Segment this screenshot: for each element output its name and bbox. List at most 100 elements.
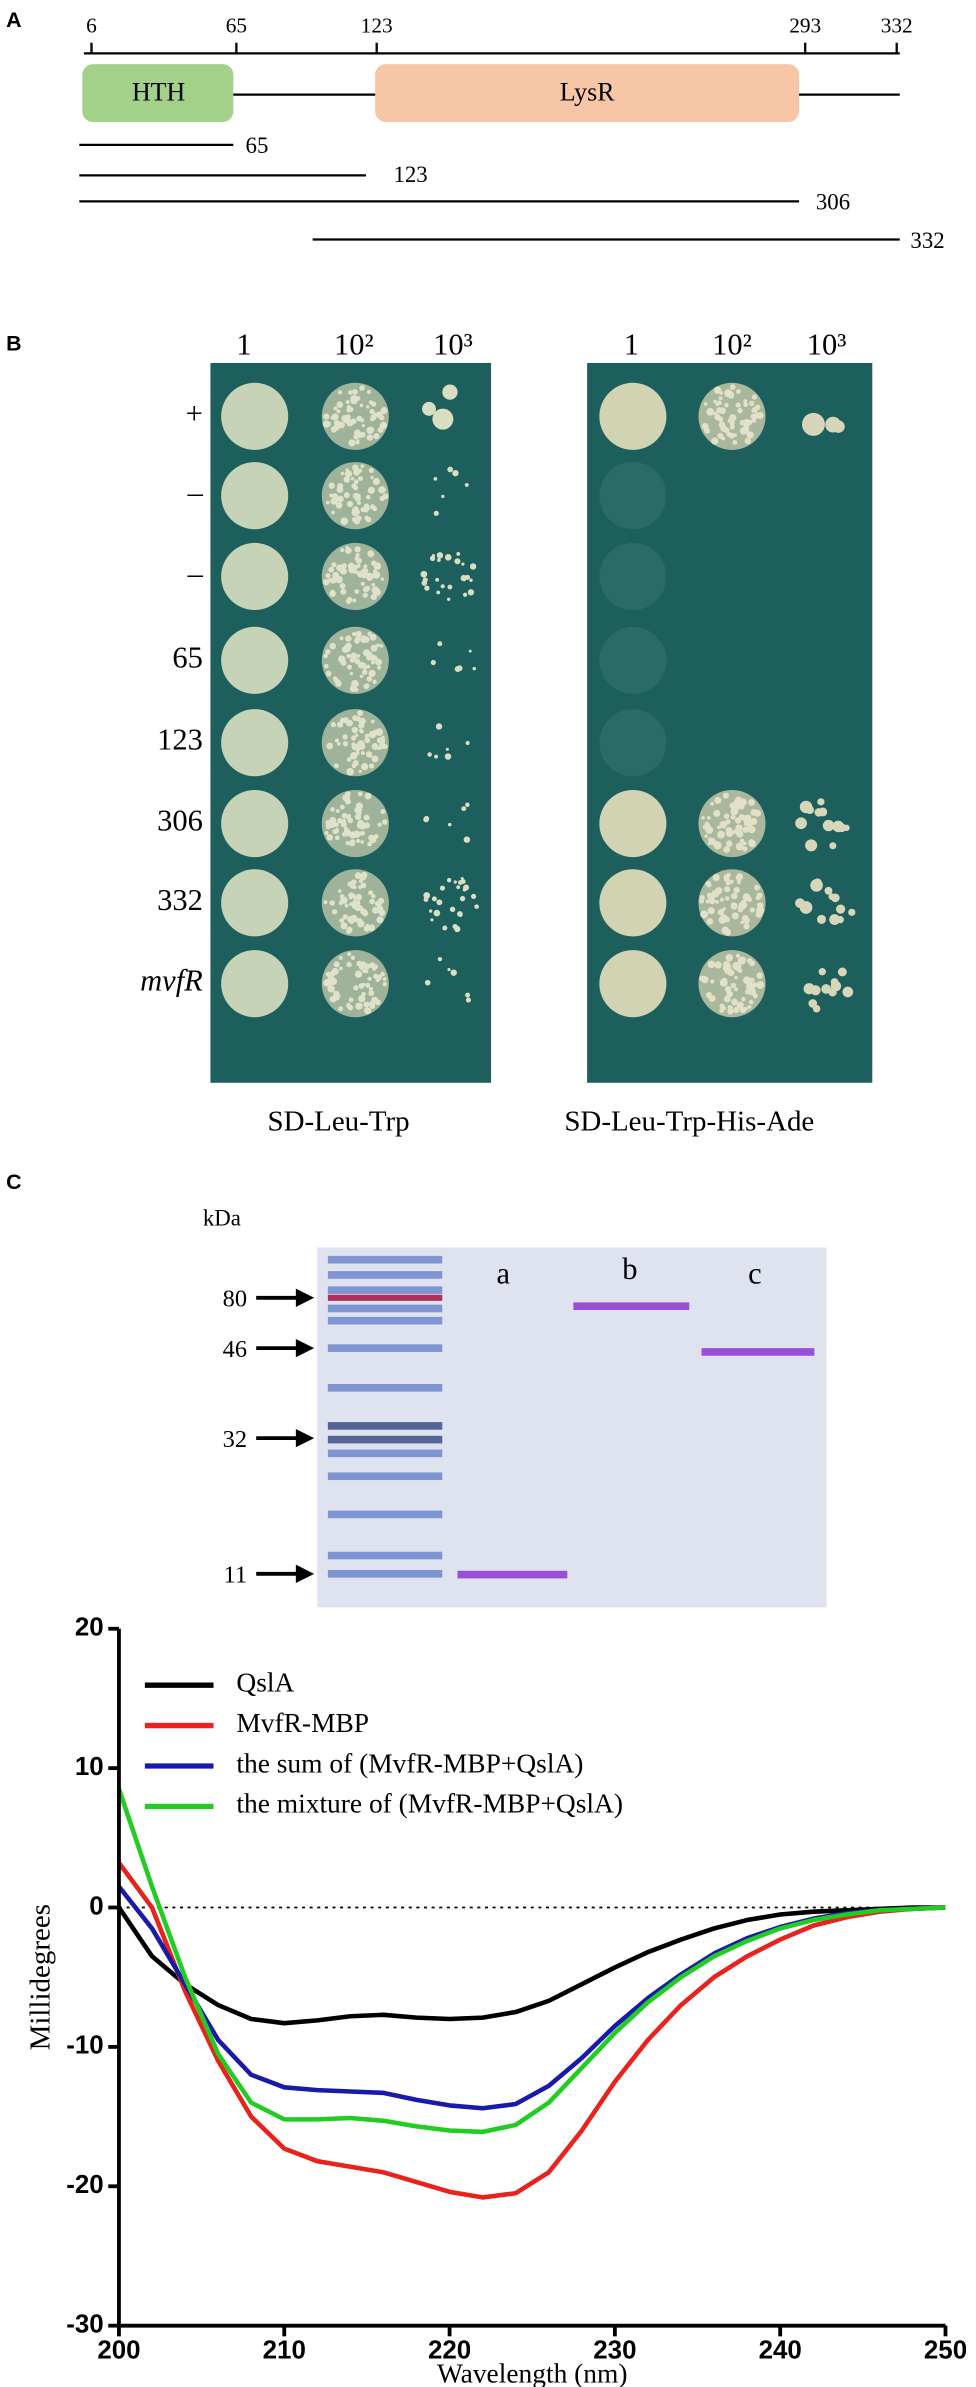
colony (449, 906, 456, 913)
colony (433, 510, 439, 516)
colony (446, 877, 452, 883)
colony (707, 907, 715, 915)
colony (346, 500, 354, 508)
colony (373, 973, 379, 979)
colony (378, 428, 384, 433)
colony (740, 956, 746, 963)
colony (735, 953, 740, 958)
colony (353, 485, 359, 491)
colony (343, 644, 351, 653)
colony (433, 476, 438, 481)
colony (744, 437, 751, 445)
colony (722, 792, 729, 799)
colony (743, 923, 750, 930)
colony (751, 394, 758, 400)
colony (465, 992, 471, 998)
colony (351, 879, 357, 885)
colony (380, 577, 385, 581)
colony (363, 1001, 370, 1008)
spot (221, 869, 289, 937)
ladder-band (327, 1449, 443, 1458)
colony (461, 562, 465, 566)
colony (436, 590, 441, 595)
colony (375, 728, 384, 736)
colony (752, 993, 758, 999)
colony (433, 909, 441, 917)
colony (325, 670, 332, 677)
colony (717, 416, 724, 423)
colony (848, 908, 856, 916)
colony (370, 836, 377, 843)
colony (757, 902, 764, 909)
colony (343, 492, 350, 499)
y-tick-label: 20 (75, 1614, 104, 1642)
colony (714, 796, 722, 804)
colony (323, 663, 329, 669)
colony (357, 631, 362, 636)
colony (716, 825, 721, 830)
colony (367, 550, 375, 558)
colony (334, 835, 340, 841)
ladder-band (327, 1472, 443, 1481)
colony (371, 660, 375, 665)
colony (454, 558, 461, 565)
colony (381, 735, 385, 739)
colony (836, 904, 846, 914)
colony (367, 486, 375, 494)
colony (335, 575, 343, 584)
colony (374, 656, 378, 660)
colony (366, 664, 371, 669)
colony (713, 399, 717, 404)
colony (355, 1002, 363, 1010)
row-label: 123 (157, 723, 203, 757)
ladder-band (327, 1344, 443, 1352)
colony (729, 384, 736, 390)
colony (458, 912, 463, 918)
colony (356, 716, 361, 720)
colony (348, 997, 354, 1003)
colony (340, 922, 348, 930)
y-tick-label: -30 (66, 2311, 103, 2339)
fragment-label: 306 (816, 190, 850, 215)
colony (328, 482, 335, 489)
colony (832, 420, 845, 433)
colony (460, 574, 467, 582)
colony (795, 817, 807, 830)
colony (360, 840, 364, 844)
colony (354, 492, 359, 498)
colony (325, 820, 330, 825)
colony (734, 817, 742, 824)
colony (369, 898, 375, 905)
colony (361, 991, 366, 997)
colony (431, 896, 437, 902)
colony (429, 555, 436, 562)
colony (437, 956, 443, 962)
colony (717, 909, 724, 916)
colony (719, 391, 724, 395)
colony (724, 985, 732, 993)
colony (339, 567, 347, 575)
row-labels: + – – 65 123 306 332 mvfR (140, 396, 203, 997)
colony (739, 1007, 746, 1014)
colony (816, 914, 827, 924)
colony (342, 794, 349, 801)
colony (799, 901, 813, 914)
colony (805, 839, 818, 852)
colony (367, 631, 372, 637)
colony (437, 641, 443, 647)
band (457, 1570, 568, 1579)
spot (221, 789, 289, 858)
colony (730, 814, 736, 820)
colony (335, 501, 343, 509)
ladder-band (327, 1570, 443, 1578)
colony (356, 918, 363, 925)
colony (362, 662, 367, 668)
colony (370, 475, 374, 480)
colony (346, 961, 352, 968)
colony (363, 683, 370, 690)
colony (444, 753, 452, 760)
ladder-band (327, 1294, 443, 1301)
colony (370, 719, 375, 724)
colony (368, 763, 375, 769)
colony (756, 893, 761, 897)
